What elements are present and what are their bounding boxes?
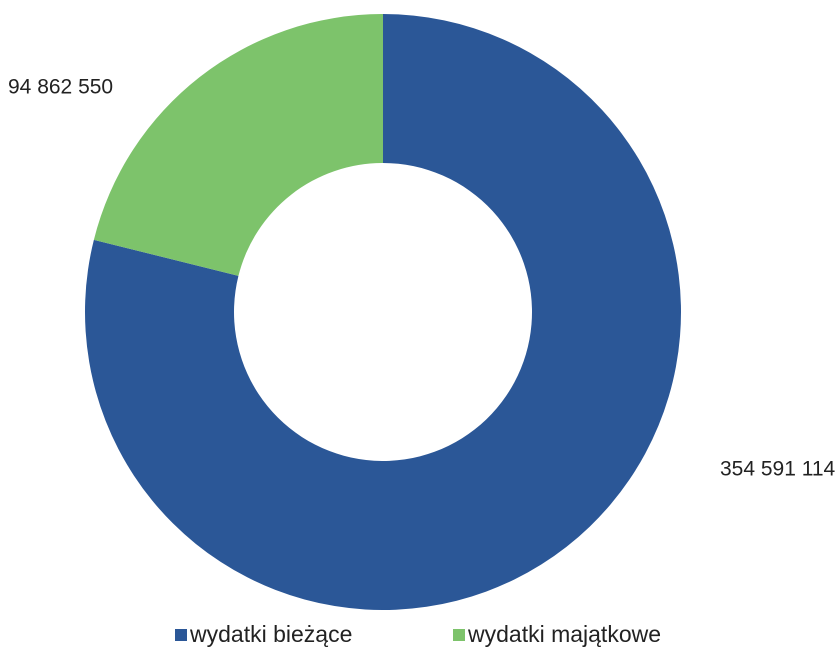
legend-label: wydatki bieżące	[189, 621, 352, 647]
slice	[85, 14, 681, 610]
legend-swatch	[453, 629, 465, 641]
legend-label: wydatki majątkowe	[467, 621, 661, 647]
data-label: 94 862 550	[8, 76, 113, 99]
data-label: 354 591 114	[720, 458, 835, 481]
legend-swatch	[175, 629, 187, 641]
slice	[93, 14, 383, 276]
